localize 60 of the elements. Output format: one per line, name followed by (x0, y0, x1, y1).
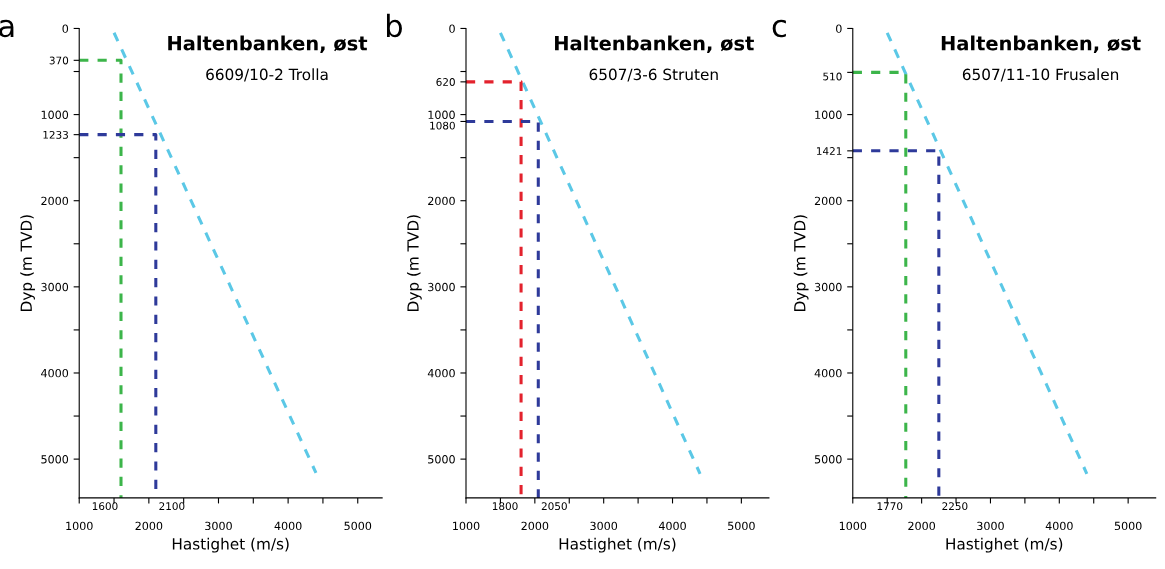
text: 6507/11-10 Frusalen (962, 68, 1119, 82)
x-axis-title: Hastighet (m/s) (559, 537, 676, 553)
y-tick-label: 3000 (428, 282, 455, 292)
y-tick-label: 3000 (41, 282, 69, 292)
text: b (386, 13, 402, 38)
x-tick-label: 1000 (66, 521, 93, 531)
y-tick-label: 5000 (814, 455, 842, 464)
y-tick-label: 2000 (428, 196, 455, 206)
x-tick-label: 5000 (728, 521, 755, 531)
x-tick-label: 4000 (658, 521, 686, 531)
chart-title: Haltenbanken, øst (168, 35, 368, 54)
y-tick-label: 0 (62, 24, 69, 33)
text: 6507/3-6 Struten (589, 68, 718, 82)
y-tick-label: 1233 (43, 130, 68, 139)
x-tick-label: 1000 (839, 521, 867, 531)
x-tick-label: 2000 (135, 521, 163, 531)
x-tick-label: 3000 (590, 521, 618, 531)
y-tick-label: 1080 (430, 121, 455, 130)
annotation: 1600 (92, 502, 118, 511)
x-tick-label: 5000 (344, 521, 372, 531)
x-tick-label: 1000 (453, 521, 480, 531)
y-tick-label: 1000 (41, 110, 69, 119)
y-tick-label: 1000 (815, 110, 842, 119)
annotation: 1800 (492, 502, 518, 511)
y-tick-label: 5000 (428, 455, 455, 464)
text: c (772, 19, 786, 38)
y-tick-label: 620 (436, 78, 455, 86)
annotation: 2100 (159, 502, 185, 511)
annotation: 2050 (541, 502, 567, 511)
y-axis-title: Dyp (m TVD) (20, 215, 35, 311)
y-tick-label: 2000 (814, 196, 842, 206)
y-tick-label: 0 (449, 24, 455, 33)
y-tick-label: 4000 (41, 368, 69, 378)
y-tick-label: 510 (823, 72, 842, 81)
x-axis-title: Hastighet (m/s) (946, 537, 1063, 553)
y-tick-label: 3000 (814, 282, 842, 292)
text: a (0, 19, 14, 38)
y-tick-label: 1000 (428, 110, 455, 119)
x-tick-label: 3000 (977, 521, 1004, 531)
annotation: 1770 (877, 502, 903, 511)
y-tick-label: 4000 (427, 368, 455, 378)
x-tick-label: 4000 (1045, 521, 1073, 531)
x-tick-label: 2000 (521, 521, 549, 531)
x-axis-title: Hastighet (m/s) (172, 537, 289, 553)
y-tick-label: 5000 (41, 455, 69, 464)
chart-title: Haltenbanken, øst (941, 35, 1141, 54)
y-tick-label: 0 (836, 24, 842, 33)
y-tick-label: 1421 (817, 147, 842, 155)
annotation: 2250 (942, 502, 968, 511)
chart-title: Haltenbanken, øst (555, 35, 754, 54)
y-axis-title: Dyp (m TVD) (406, 215, 422, 311)
y-tick-label: 2000 (41, 196, 69, 206)
y-tick-label: 4000 (814, 368, 842, 378)
x-tick-label: 5000 (1114, 521, 1142, 531)
y-tick-label: 370 (49, 56, 69, 65)
y-axis-title: Dyp (m TVD) (793, 215, 809, 311)
x-tick-label: 4000 (274, 521, 302, 531)
x-tick-label: 3000 (205, 521, 232, 531)
text: 6609/10-2 Trolla (206, 68, 328, 82)
x-tick-label: 2000 (908, 521, 936, 531)
